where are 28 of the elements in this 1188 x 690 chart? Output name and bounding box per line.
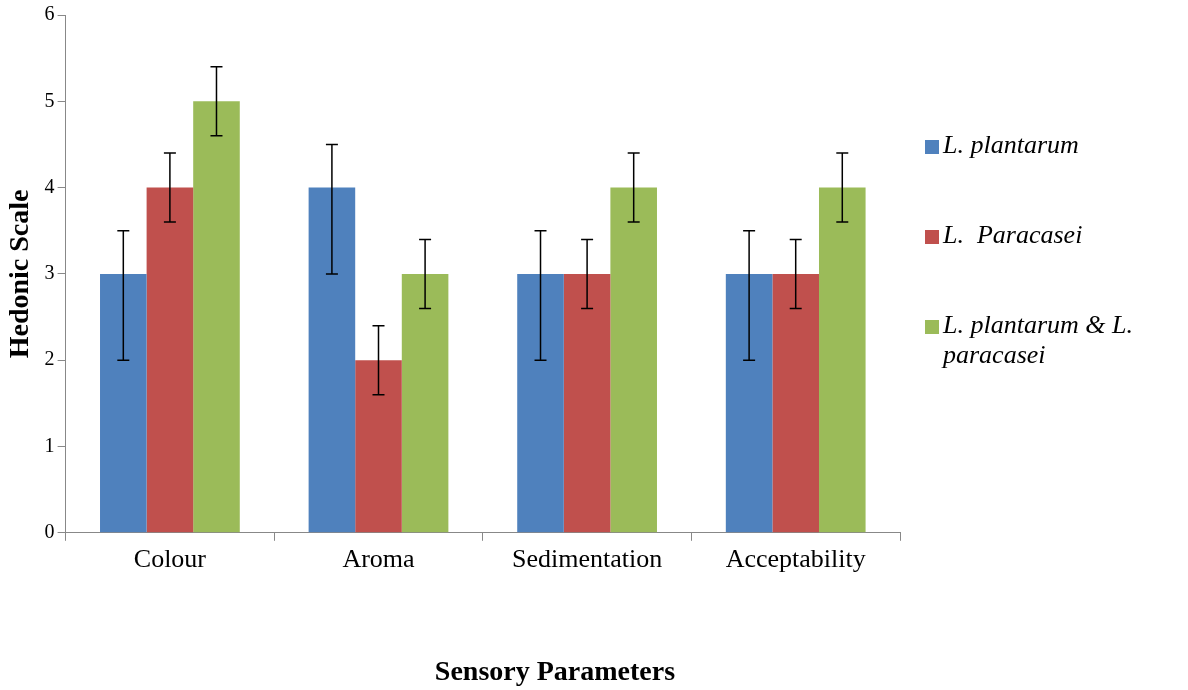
bar (818, 187, 866, 533)
bar (563, 273, 611, 533)
y-tick-label: 0 (44, 520, 55, 543)
legend-label: L. plantarum (943, 130, 1079, 160)
y-axis-title: Hedonic Scale (3, 189, 35, 359)
bar (772, 273, 819, 533)
legend-label: L. Paracasei (943, 220, 1083, 250)
x-tick-label: Acceptability (725, 544, 866, 574)
y-tick-label: 1 (44, 433, 55, 456)
bar (146, 187, 194, 533)
x-axis-title: Sensory Parameters (433, 655, 677, 687)
bar (517, 273, 564, 533)
y-tick-label: 6 (44, 2, 55, 25)
y-tick-label: 4 (44, 174, 55, 197)
bar (193, 101, 240, 533)
bar (100, 273, 147, 533)
bar (308, 187, 356, 533)
bar (725, 273, 773, 533)
bar (355, 360, 402, 533)
y-tick-label: 2 (44, 347, 55, 370)
x-tick-label: Colour (133, 544, 207, 574)
legend-label: L. plantarum & L. paracasei (943, 310, 1134, 370)
bar (610, 187, 657, 533)
x-tick-label: Aroma (342, 544, 416, 574)
bar (401, 273, 449, 533)
y-tick-label: 5 (44, 88, 55, 111)
y-tick-label: 3 (44, 261, 55, 284)
x-tick-label: Sedimentation (512, 544, 663, 574)
